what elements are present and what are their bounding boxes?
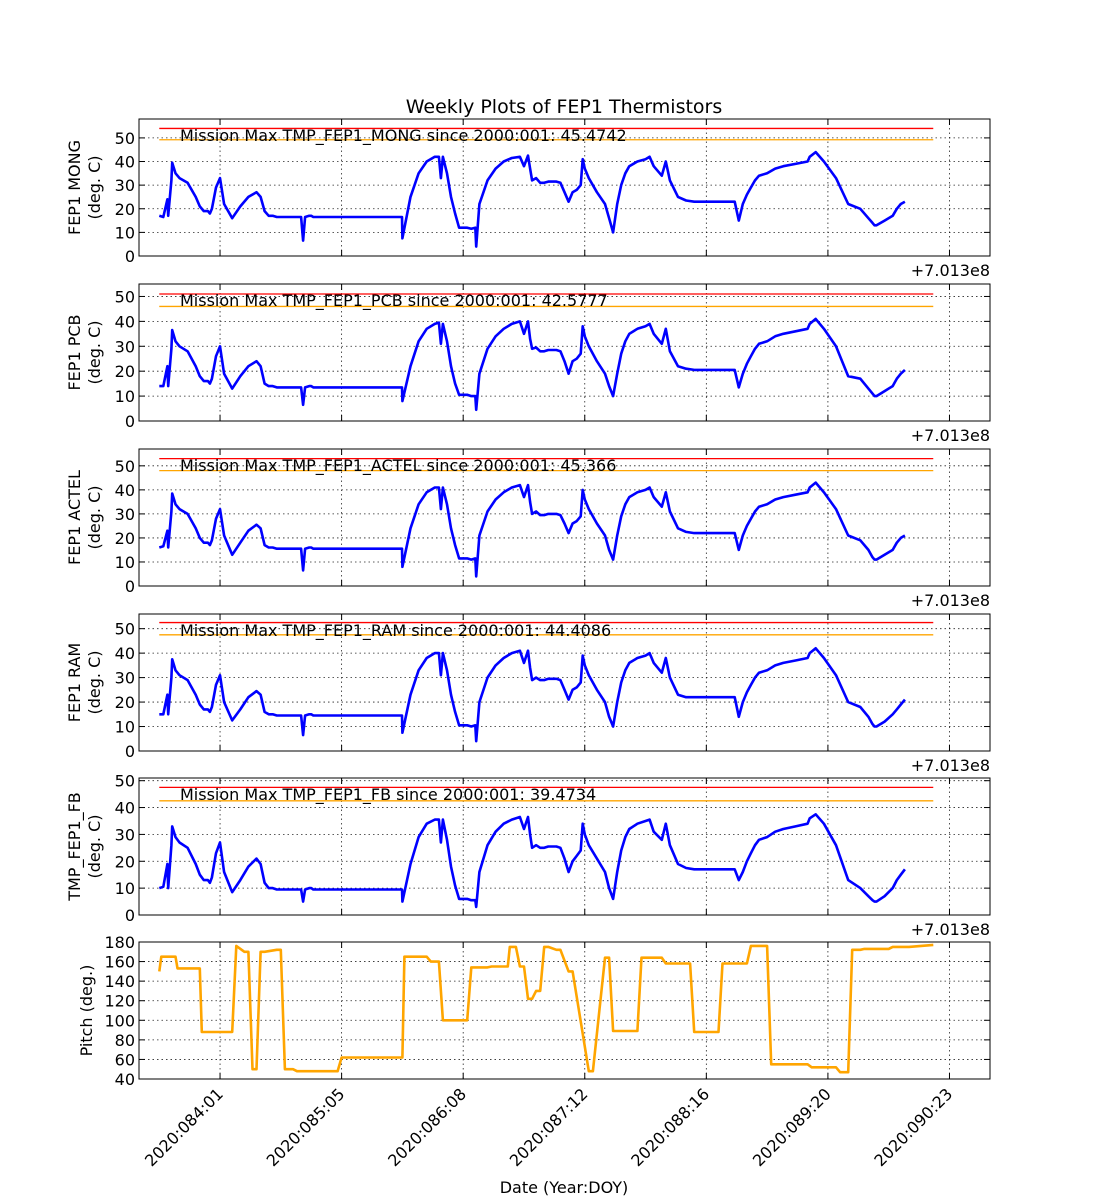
y-tick-label: 0 bbox=[125, 577, 135, 596]
x-axis-label: Date (Year:DOY) bbox=[500, 1178, 629, 1197]
figure-title: Weekly Plots of FEP1 Thermistors bbox=[406, 96, 723, 118]
mission-max-annotation: Mission Max TMP_FEP1_MONG since 2000:001… bbox=[180, 126, 627, 146]
offset-label: +7.013e8 bbox=[911, 261, 990, 280]
mission-max-annotation: Mission Max TMP_FEP1_ACTEL since 2000:00… bbox=[180, 456, 616, 476]
y-tick-label: 20 bbox=[115, 852, 135, 871]
y-tick-label: 40 bbox=[115, 1070, 135, 1089]
offset-label: +7.013e8 bbox=[911, 756, 990, 775]
x-tick-label: 2020:090:23 bbox=[870, 1084, 956, 1170]
y-axis-label: (deg. C) bbox=[85, 321, 104, 385]
offset-label: +7.013e8 bbox=[911, 426, 990, 445]
y-tick-label: 160 bbox=[104, 953, 135, 972]
y-axis-label: (deg. C) bbox=[85, 815, 104, 879]
axes-frame bbox=[138, 118, 991, 257]
y-tick-label: 40 bbox=[115, 644, 135, 663]
axes-frame bbox=[138, 941, 991, 1080]
series-line bbox=[159, 646, 906, 743]
y-axis-label: (deg. C) bbox=[85, 651, 104, 715]
panel-1: 0 10 20 30 40 50 Mission Max TMP_FEP1_MONG sin… bbox=[65, 118, 991, 280]
x-tick-label: 2020:085:05 bbox=[263, 1084, 349, 1170]
y-tick-label: 0 bbox=[125, 412, 135, 431]
y-tick-label: 120 bbox=[104, 992, 135, 1011]
y-tick-label: 30 bbox=[115, 669, 135, 688]
axes-frame bbox=[138, 283, 991, 422]
y-tick-label: 100 bbox=[104, 1011, 135, 1030]
panels: 0 10 20 30 40 50 Mission Max TMP_FEP1_MONG sin… bbox=[65, 118, 991, 1089]
y-tick-label: 0 bbox=[125, 247, 135, 266]
series-line bbox=[158, 943, 934, 1074]
y-tick-label: 140 bbox=[104, 972, 135, 991]
y-axis-label: TMP_FEP1_FB bbox=[65, 792, 85, 902]
y-tick-label: 40 bbox=[115, 481, 135, 500]
axes-frame bbox=[138, 448, 991, 587]
y-tick-label: 180 bbox=[104, 933, 135, 952]
panel-3: 0 10 20 30 40 50 Mission Max TMP_FEP1_ACTEL si… bbox=[65, 448, 991, 610]
axes-frame bbox=[138, 777, 991, 916]
y-axis-label: FEP1 PCB bbox=[65, 314, 84, 390]
panel-5: 0 10 20 30 40 50 Mission Max TMP_FEP1_FB since… bbox=[65, 772, 991, 939]
x-tick-labels: 2020:084:01 2020:085:05 2020:086:08 2020:08… bbox=[141, 1084, 956, 1170]
axes-frame bbox=[138, 613, 991, 752]
y-tick-label: 20 bbox=[115, 693, 135, 712]
offset-label: +7.013e8 bbox=[911, 591, 990, 610]
x-tick-label: 2020:088:16 bbox=[627, 1084, 713, 1170]
y-tick-label: 50 bbox=[115, 772, 135, 791]
y-tick-label: 30 bbox=[115, 505, 135, 524]
mission-max-annotation: Mission Max TMP_FEP1_FB since 2000:001: … bbox=[180, 785, 596, 805]
panel-4: 0 10 20 30 40 50 Mission Max TMP_FEP1_RAM sinc… bbox=[65, 613, 991, 775]
y-tick-label: 60 bbox=[115, 1050, 135, 1069]
x-tick-label: 2020:089:20 bbox=[749, 1084, 835, 1170]
y-tick-label: 50 bbox=[115, 620, 135, 639]
y-tick-label: 10 bbox=[115, 553, 135, 572]
y-tick-label: 20 bbox=[115, 362, 135, 381]
y-tick-label: 10 bbox=[115, 387, 135, 406]
y-tick-label: 20 bbox=[115, 529, 135, 548]
y-tick-label: 10 bbox=[115, 879, 135, 898]
x-tick-label: 2020:086:08 bbox=[384, 1084, 470, 1170]
y-tick-label: 40 bbox=[115, 312, 135, 331]
panel-2: 0 10 20 30 40 50 Mission Max TMP_FEP1_PCB sinc… bbox=[65, 283, 991, 445]
y-axis-label: (deg. C) bbox=[85, 156, 104, 220]
y-tick-label: 10 bbox=[115, 223, 135, 242]
y-axis-label: FEP1 ACTEL bbox=[65, 470, 84, 565]
y-tick-label: 30 bbox=[115, 825, 135, 844]
y-tick-label: 10 bbox=[115, 718, 135, 737]
series-line bbox=[158, 481, 906, 578]
mission-max-annotation: Mission Max TMP_FEP1_PCB since 2000:001:… bbox=[180, 291, 608, 311]
offset-label: +7.013e8 bbox=[911, 920, 990, 939]
y-tick-label: 0 bbox=[125, 906, 135, 925]
y-tick-label: 40 bbox=[115, 799, 135, 818]
y-tick-label: 40 bbox=[115, 153, 135, 172]
mission-max-annotation: Mission Max TMP_FEP1_RAM since 2000:001:… bbox=[180, 621, 611, 641]
x-tick-label: 2020:084:01 bbox=[141, 1084, 227, 1170]
x-tick-label: 2020:087:12 bbox=[506, 1084, 592, 1170]
y-axis-label: FEP1 RAM bbox=[65, 643, 84, 722]
series-line bbox=[158, 812, 906, 909]
series-line bbox=[158, 150, 906, 248]
y-tick-label: 30 bbox=[115, 176, 135, 195]
y-tick-label: 50 bbox=[115, 129, 135, 148]
y-tick-label: 50 bbox=[115, 457, 135, 476]
y-axis-label: Pitch (deg.) bbox=[77, 965, 96, 1057]
y-tick-label: 0 bbox=[125, 742, 135, 761]
y-axis-label: (deg. C) bbox=[85, 486, 104, 550]
series-line bbox=[159, 317, 906, 412]
y-tick-label: 20 bbox=[115, 200, 135, 219]
y-tick-label: 80 bbox=[115, 1031, 135, 1050]
y-tick-label: 50 bbox=[115, 287, 135, 306]
y-tick-label: 30 bbox=[115, 337, 135, 356]
y-axis-label: FEP1 MONG bbox=[65, 140, 84, 235]
